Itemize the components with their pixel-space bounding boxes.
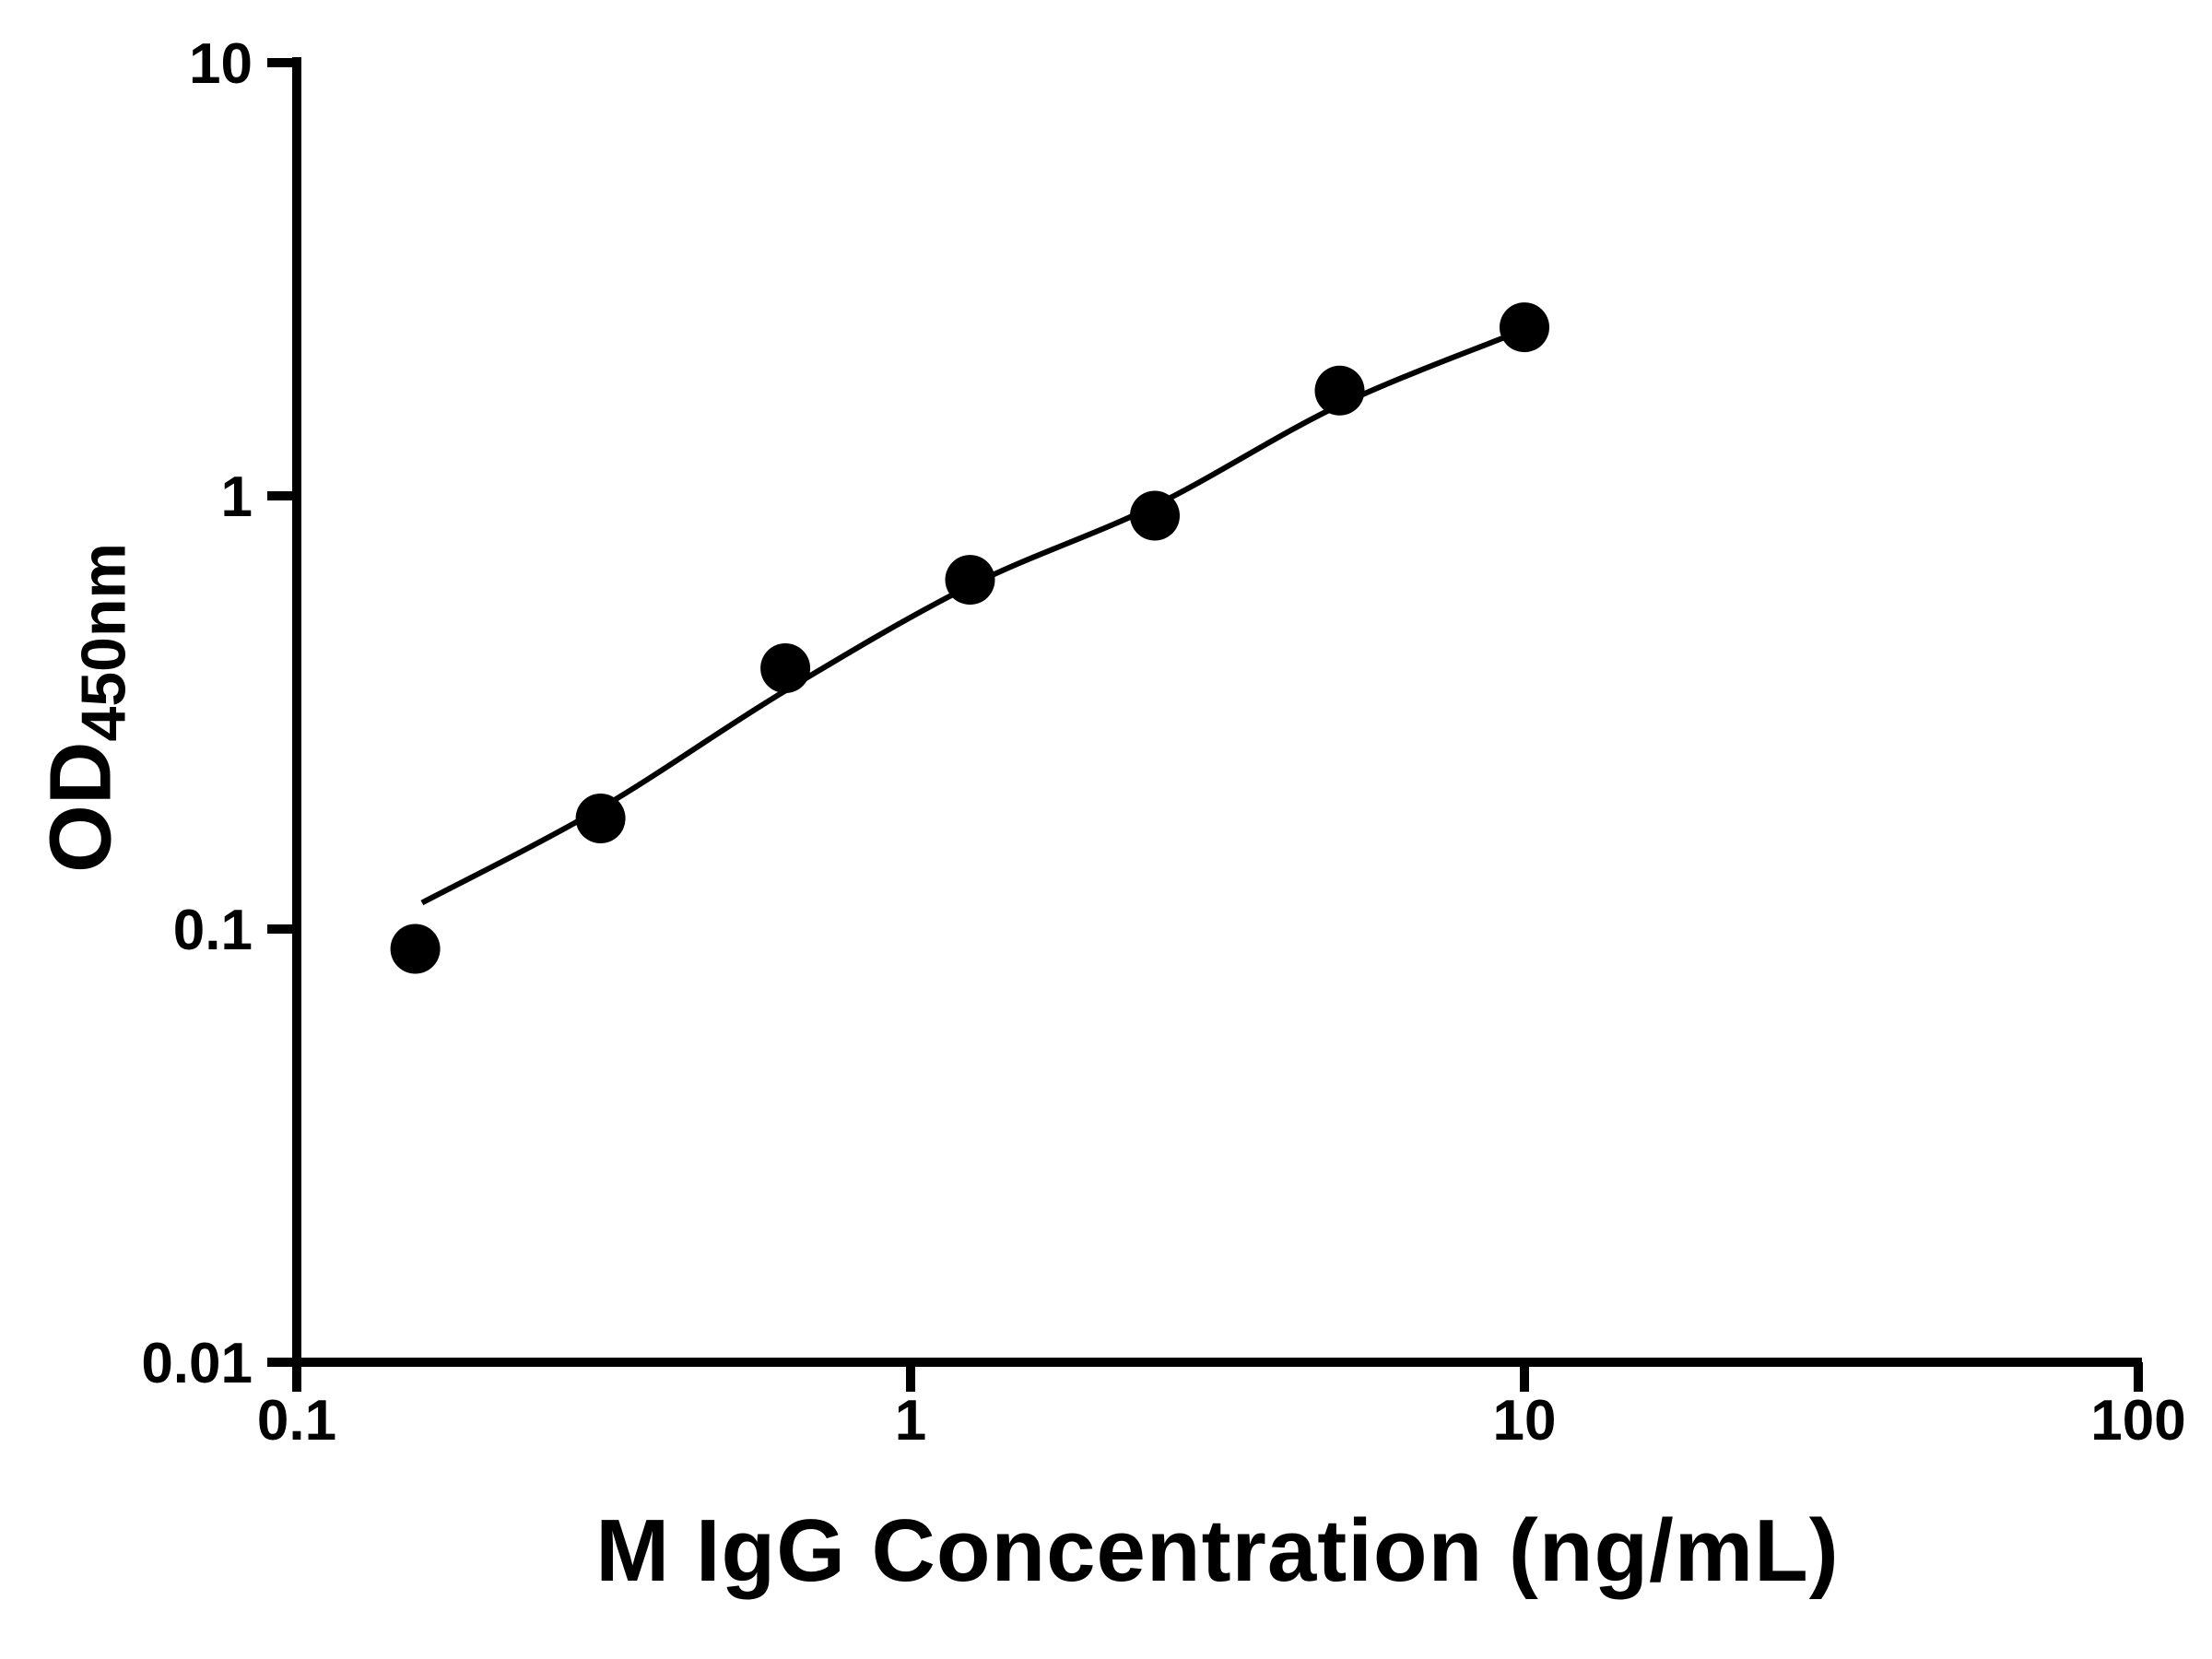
y-axis-title: OD450nm — [31, 543, 139, 873]
data-point — [390, 924, 441, 974]
data-point — [1314, 365, 1365, 416]
x-tick-label: 0.1 — [257, 1389, 336, 1453]
data-point — [945, 555, 995, 606]
data-point — [1500, 302, 1549, 353]
x-axis-title: M IgG Concentration (ng/mL) — [595, 1501, 1840, 1600]
y-axis-title-main: OD — [31, 741, 130, 873]
data-point — [1130, 490, 1180, 541]
axes-frame — [292, 57, 2142, 1367]
y-tick-label: 10 — [189, 32, 253, 96]
data-point — [760, 643, 811, 693]
x-tick-label: 10 — [1493, 1389, 1557, 1453]
x-tick-label: 1 — [895, 1389, 926, 1453]
y-tick-label: 1 — [221, 465, 253, 529]
x-tick-label: 100 — [2090, 1389, 2185, 1453]
y-tick-label: 0.1 — [173, 899, 253, 962]
data-point — [575, 794, 626, 843]
y-axis-title-subscript: 450nm — [68, 543, 139, 742]
y-tick-label: 0.01 — [141, 1332, 253, 1395]
